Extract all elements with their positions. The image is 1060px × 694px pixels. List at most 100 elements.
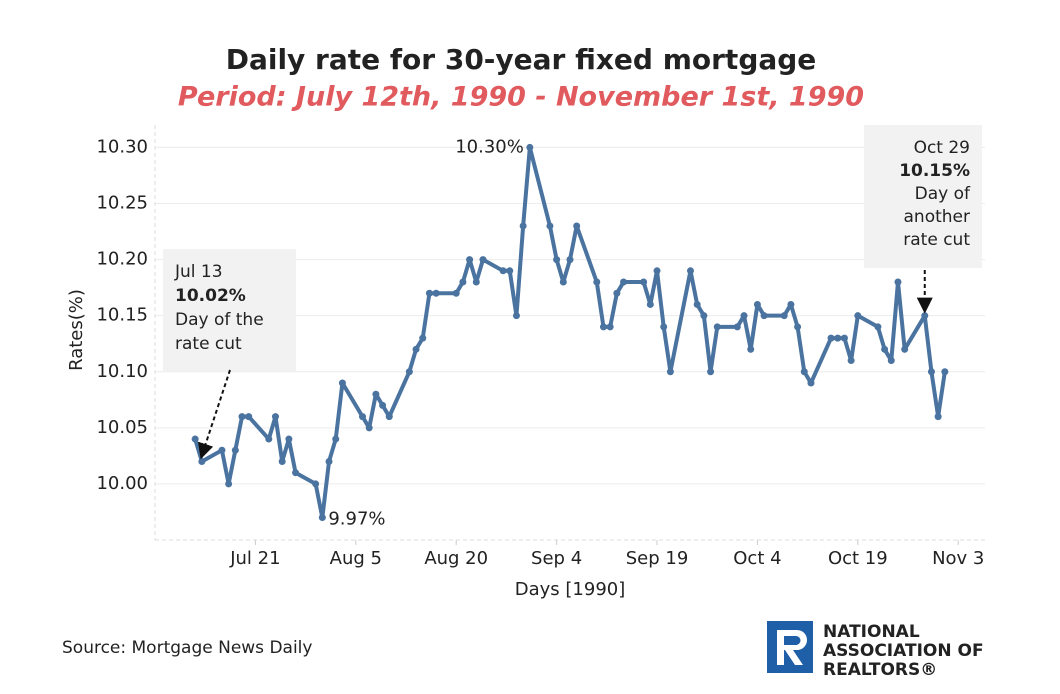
point: [425, 289, 433, 297]
logo: NATIONAL ASSOCIATION OF REALTORS®: [767, 621, 984, 680]
point: [218, 446, 226, 454]
point: [198, 457, 206, 465]
point: [191, 435, 199, 443]
point: [874, 323, 882, 331]
point: [700, 312, 708, 320]
x-axis-label: Days [1990]: [515, 579, 626, 600]
point: [265, 435, 273, 443]
point: [934, 413, 942, 421]
point: [834, 334, 842, 342]
annotation-box: [163, 249, 296, 371]
annotation-date: Oct 29: [914, 138, 970, 158]
annotation-note: Day of: [915, 184, 971, 204]
point: [593, 278, 601, 286]
point: [472, 278, 480, 286]
point: [359, 413, 366, 421]
value-label: 9.97%: [328, 509, 385, 530]
point: [887, 357, 895, 365]
point: [466, 256, 474, 264]
point: [686, 267, 694, 275]
point: [881, 345, 889, 353]
x-tick-label: Oct 19: [828, 548, 888, 569]
point: [231, 446, 239, 454]
point: [499, 267, 507, 275]
point: [365, 424, 373, 432]
point: [707, 368, 715, 376]
line: [193, 145, 947, 520]
point: [653, 267, 661, 275]
point: [459, 278, 467, 286]
x-tick-label: Nov 3: [932, 548, 984, 569]
annotation-arrow: [198, 369, 231, 460]
point: [559, 278, 567, 286]
point: [740, 312, 748, 320]
point: [921, 312, 929, 320]
point: [927, 368, 935, 376]
point: [894, 278, 902, 286]
point: [432, 289, 440, 297]
logo-r: [777, 630, 807, 665]
annotation-value: 10.02%: [175, 286, 246, 306]
point: [312, 480, 320, 488]
y-tick-label: 10.05: [96, 417, 148, 438]
point: [640, 278, 648, 286]
point: [405, 368, 413, 376]
x-tick-label: Aug 20: [424, 548, 488, 569]
point: [747, 345, 755, 353]
point: [847, 357, 855, 365]
point: [546, 222, 554, 230]
point: [660, 323, 668, 331]
point: [780, 312, 788, 320]
point: [412, 345, 420, 353]
point: [573, 222, 581, 230]
x-tick-label: Sep 4: [531, 548, 582, 569]
point: [787, 300, 795, 308]
point: [620, 278, 628, 286]
point: [666, 368, 674, 376]
logo-text: ASSOCIATION OF: [823, 641, 984, 661]
point: [606, 323, 614, 331]
point: [693, 300, 701, 308]
point: [419, 334, 427, 342]
point: [512, 312, 520, 320]
y-axis-label: Rates(%): [66, 289, 87, 371]
point: [613, 289, 621, 297]
annotation-box: [864, 125, 982, 268]
point: [271, 413, 279, 421]
point: [753, 300, 761, 308]
x-tick-label: Aug 5: [330, 548, 382, 569]
point: [794, 323, 802, 331]
point: [285, 435, 293, 443]
point: [292, 469, 300, 477]
point: [452, 289, 460, 297]
logo-text: REALTORS®: [823, 660, 937, 680]
annotation-note: rate cut: [175, 334, 242, 354]
point: [713, 323, 721, 331]
y-tick-label: 10.00: [96, 473, 148, 494]
source-note: Source: Mortgage News Daily: [62, 638, 312, 658]
point: [800, 368, 808, 376]
point: [646, 300, 654, 308]
point: [245, 413, 253, 421]
point: [519, 222, 527, 230]
x-tick-label: Oct 4: [733, 548, 781, 569]
point: [506, 267, 514, 275]
point: [379, 401, 387, 409]
x-tick-label: Sep 19: [626, 548, 689, 569]
point: [827, 334, 835, 342]
annotation-value: 10.15%: [899, 161, 970, 181]
y-tick-label: 10.25: [96, 193, 148, 214]
point: [566, 256, 574, 264]
y-tick-label: 10.10: [96, 361, 148, 382]
point: [854, 312, 862, 320]
point: [733, 323, 741, 331]
point: [840, 334, 848, 342]
annotation: Jul 13 10.02% Day of the rate cut: [163, 249, 296, 460]
annotation: Oct 29 10.15% Day of another rate cut: [864, 125, 982, 314]
point: [338, 379, 346, 387]
point: [553, 256, 561, 264]
point: [599, 323, 607, 331]
point: [760, 312, 768, 320]
point: [238, 413, 246, 421]
point: [325, 457, 333, 465]
